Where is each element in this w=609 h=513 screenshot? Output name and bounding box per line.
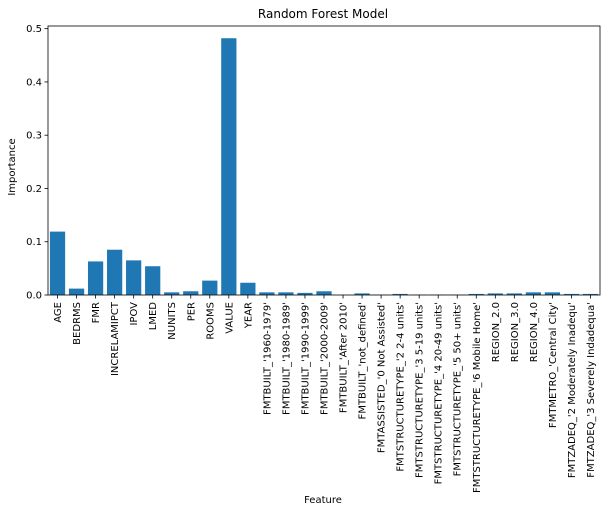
y-tick-label: 0.4 <box>26 77 42 88</box>
y-tick-label: 0.5 <box>26 24 42 35</box>
bar <box>87 261 104 295</box>
x-tick-label: FMTBUILT_'1960-1979' <box>262 302 273 415</box>
bar <box>126 260 142 295</box>
x-tick-label: FMTBUILT_'2000-2009' <box>320 302 331 415</box>
x-tick-label: FMTBUILT_'not_defined' <box>358 302 369 419</box>
bar <box>525 292 541 295</box>
x-tick-label: FMTSTRUCTURETYPE_'3 5-19 units' <box>415 302 426 478</box>
x-tick-label: FMTSTRUCTURETYPE_'5 50+ units' <box>453 302 464 476</box>
x-tick-label: FMTZADEQ_'2 Moderately Inadequ' <box>567 302 578 478</box>
bar <box>259 292 275 295</box>
plot-frame <box>47 25 601 296</box>
x-tick-label: FMTMETRO_'Central City' <box>548 302 559 428</box>
bar <box>392 293 408 295</box>
bar <box>544 292 561 295</box>
y-axis-label: Importance <box>7 138 18 195</box>
x-axis: AGE BEDRMS FMR INCRELAMIPCT IPOV LMED NUNITS PE… <box>53 295 597 493</box>
x-tick-label: REGION_2.0 <box>491 302 502 362</box>
x-tick-label: PER <box>186 302 197 321</box>
x-tick-label: ROOMS <box>205 302 216 340</box>
bar <box>107 249 123 295</box>
bar <box>563 293 580 295</box>
bar <box>468 293 484 295</box>
bar <box>202 280 218 295</box>
x-tick-label: INCRELAMIPCT <box>110 301 121 376</box>
x-tick-label: REGION_4.0 <box>529 302 540 362</box>
chart-title: Random Forest Model <box>258 7 388 21</box>
bar <box>316 291 332 295</box>
x-axis-label: Feature <box>304 495 342 506</box>
x-tick-label: YEAR <box>243 302 254 329</box>
bar <box>164 292 180 295</box>
x-tick-label: BEDRMS <box>72 302 83 345</box>
x-tick-label: FMTBUILT_'1980-1989' <box>281 302 292 415</box>
y-tick-label: 0.0 <box>26 291 42 302</box>
bar <box>582 293 599 295</box>
y-tick-label: 0.2 <box>26 184 42 195</box>
bar <box>487 293 503 295</box>
bar <box>278 292 294 295</box>
bar <box>145 266 161 295</box>
bar <box>183 291 199 295</box>
x-tick-label: FMTSTRUCTURETYPE_'4 20-49 units' <box>434 302 445 484</box>
y-tick-label: 0.3 <box>26 131 42 142</box>
bar <box>506 293 522 295</box>
y-axis: 0.0 0.1 0.2 0.3 0.4 0.5 <box>26 24 48 302</box>
x-tick-label: VALUE <box>224 302 235 334</box>
bar <box>354 293 370 295</box>
bar <box>297 292 313 295</box>
bar <box>240 282 256 295</box>
x-tick-label: FMTZADEQ_'3 Severely Indadequa' <box>586 302 597 478</box>
x-tick-label: LMED <box>148 302 159 331</box>
x-tick-label: FMTBUILT_'1990-1999' <box>300 302 311 415</box>
y-tick-label: 0.1 <box>26 237 42 248</box>
bar <box>221 38 237 295</box>
x-tick-label: FMTBUILT_'After 2010' <box>339 302 350 413</box>
bar <box>68 288 85 295</box>
x-tick-label: FMR <box>91 302 102 323</box>
x-tick-label: IPOV <box>129 302 140 326</box>
x-tick-label: AGE <box>53 302 64 323</box>
x-tick-label: FMTASSISTED_'0 Not Assisted' <box>377 302 388 453</box>
bar <box>49 231 66 295</box>
x-tick-label: REGION_3.0 <box>510 302 521 362</box>
x-tick-label: FMTSTRUCTURETYPE_'6 Mobile Home' <box>472 302 483 493</box>
x-tick-label: FMTSTRUCTURETYPE_'2 2-4 units' <box>396 302 407 472</box>
x-tick-label: NUNITS <box>167 302 178 340</box>
bars-group <box>49 38 599 295</box>
